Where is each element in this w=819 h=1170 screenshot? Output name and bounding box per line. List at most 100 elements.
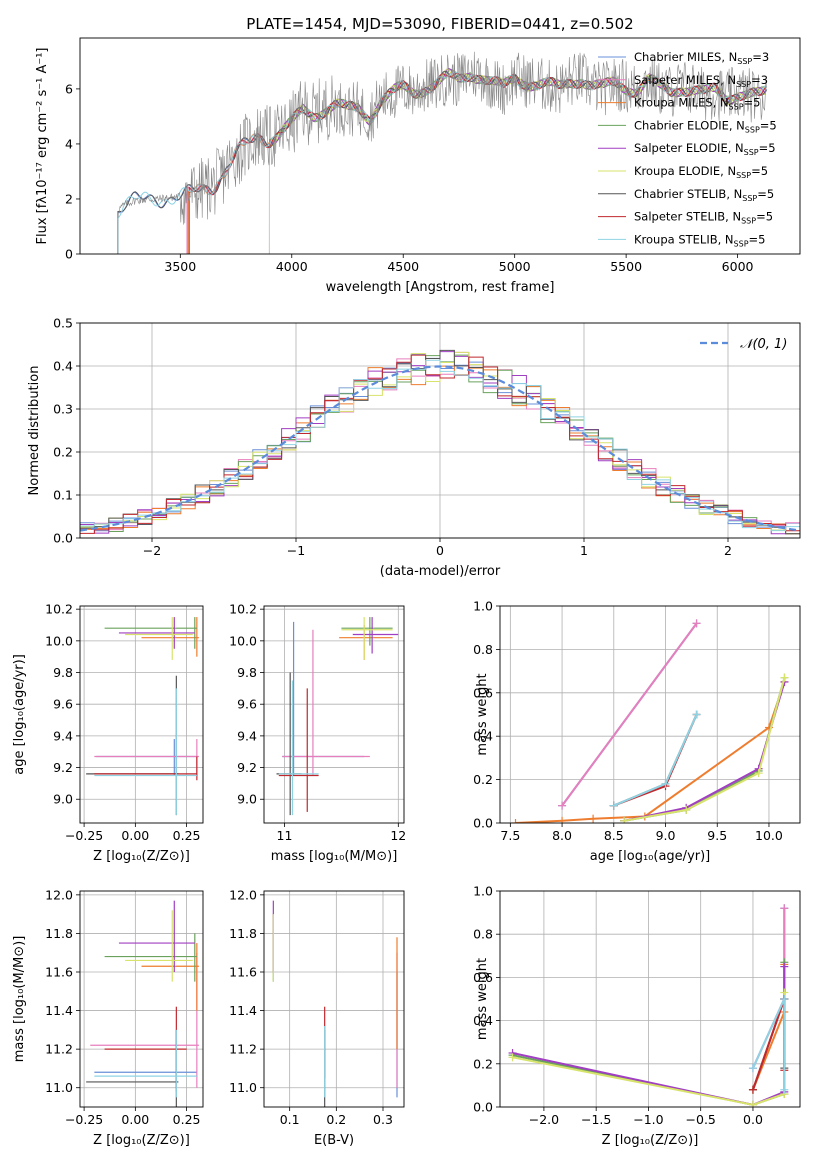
y-axis-label: mass weight	[475, 958, 490, 1040]
y-tick-label: 11.6	[45, 965, 73, 980]
age-mass-panel: 11 12 9.0 9.2 9.4 9.6 9.8 10.0 10.2 mass [log₁₀(M…	[229, 602, 406, 864]
x-tick-label: 0.00	[121, 1112, 149, 1127]
spectrum-panel: 3500 4000 4500 5000 5500 6000 0 2 4 6 wavelength […	[35, 37, 801, 295]
y-tick-label: 0.8	[473, 642, 493, 657]
data-spectrum-line	[117, 51, 767, 254]
y-tick-label: 11.6	[229, 965, 257, 980]
x-axis-label: E(B-V)	[314, 1133, 354, 1148]
y-tick-label: 0.8	[473, 927, 493, 942]
legend-label-main: Chabrier ELODIE, N	[634, 118, 745, 132]
chart-panels: 3500 4000 4500 5000 5500 6000 0 2 4 6 wavelength […	[12, 37, 801, 1148]
legend-label-tail: =5	[759, 141, 776, 155]
legend-label-sub: SSP	[741, 217, 756, 226]
x-tick-label: 4500	[387, 259, 419, 274]
mass-weight-age-plot-area	[511, 619, 789, 823]
weight-line	[515, 681, 786, 823]
x-tick-label: 0	[436, 543, 444, 558]
legend-label: Chabrier MILES, NSSP=3	[634, 50, 769, 66]
legend-label-sub: SSP	[737, 57, 752, 66]
x-tick-label: 10.0	[755, 828, 783, 843]
legend-label-sub: SSP	[744, 148, 759, 157]
mass-metallicity-panel: −0.25 0.00 0.25 11.0 11.2 11.4 11.6 11.8 12.0 Z […	[12, 887, 204, 1148]
legend-label-tail: =5	[751, 164, 768, 178]
legend-label-sub: SSP	[736, 80, 751, 89]
y-tick-label: 9.6	[237, 697, 257, 712]
axes-frame	[263, 890, 405, 1108]
y-tick-label: 0.4	[53, 359, 73, 374]
age-mass-plot-area	[276, 617, 399, 816]
y-tick-label: 1.0	[473, 884, 493, 899]
y-tick-label: 0	[65, 247, 73, 262]
y-tick-label: 10.0	[45, 633, 73, 648]
y-tick-label: 0.2	[473, 1056, 493, 1071]
legend-label-tail: =5	[744, 96, 761, 110]
y-tick-label: 0.2	[473, 772, 493, 787]
x-tick-label: 0.00	[121, 828, 149, 843]
x-axis-label: age [log₁₀(age/yr)]	[590, 849, 711, 864]
y-tick-label: 0.1	[53, 488, 73, 503]
y-tick-label: 11.8	[229, 926, 257, 941]
axes-frame	[79, 37, 801, 255]
x-tick-label: −1.0	[633, 1112, 663, 1127]
x-tick-label: 0.0	[743, 1112, 763, 1127]
legend-label-sub: SSP	[736, 171, 751, 180]
y-tick-label: 0.4	[473, 729, 493, 744]
legend-label-tail: =3	[752, 50, 769, 64]
x-axis-label: wavelength [Angstrom, rest frame]	[326, 280, 555, 295]
legend-label: Salpeter ELODIE, NSSP=5	[634, 141, 776, 157]
y-tick-label: 9.2	[237, 760, 257, 775]
y-tick-label: 9.2	[53, 760, 73, 775]
weight-line	[561, 622, 698, 807]
y-tick-label: 10.2	[229, 602, 257, 617]
residuals-plot-area	[80, 349, 800, 535]
x-tick-label: 8.5	[604, 828, 624, 843]
y-tick-label: 11.2	[45, 1042, 73, 1057]
axes-frame	[79, 890, 204, 1108]
x-axis-label: Z [log₁₀(Z/Z⊙)]	[602, 1133, 699, 1148]
mass-weight-metallicity-plot-area	[508, 904, 789, 1107]
y-tick-label: 6	[65, 81, 73, 96]
x-tick-label: 12	[390, 828, 406, 843]
mass-weight-age-panel: 7.5 8.0 8.5 9.0 9.5 10.0 0.0 0.2 0.4 0.6 0.8 1.0 age…	[473, 599, 801, 864]
y-tick-label: 11.0	[229, 1080, 257, 1095]
y-tick-label: 0.2	[53, 445, 73, 460]
x-tick-label: −0.5	[686, 1112, 716, 1127]
x-axis-label: Z [log₁₀(Z/Z⊙)]	[93, 849, 190, 864]
legend-label-main: Kroupa ELODIE, N	[634, 164, 736, 178]
x-tick-label: −2	[143, 543, 161, 558]
y-tick-label: 1.0	[473, 599, 493, 614]
legend-label-main: Salpeter MILES, N	[634, 73, 736, 87]
legend-label: Chabrier ELODIE, NSSP=5	[634, 118, 777, 134]
legend-label-main: Chabrier STELIB, N	[634, 187, 742, 201]
y-axis-label: Flux [fλ10⁻¹⁷ erg cm⁻² s⁻¹ A⁻¹]	[35, 48, 50, 245]
y-tick-label: 10.2	[45, 602, 73, 617]
x-tick-label: 11	[277, 828, 293, 843]
y-axis-label: mass [log₁₀(M/M⊙)]	[12, 936, 27, 1063]
y-tick-label: 9.8	[53, 665, 73, 680]
x-tick-label: 5500	[610, 259, 642, 274]
y-tick-label: 0.0	[473, 1100, 493, 1115]
legend-label-main: Chabrier MILES, N	[634, 50, 737, 64]
axes-frame	[499, 890, 801, 1108]
x-axis-label: mass [log₁₀(M/M⊙)]	[271, 849, 398, 864]
x-tick-label: 1	[580, 543, 588, 558]
legend-label-tail: =5	[760, 118, 777, 132]
age-metallicity-panel: −0.25 0.00 0.25 9.0 9.2 9.4 9.6 9.8 10.0 10.2 Z [l…	[12, 602, 204, 864]
y-tick-label: 0.3	[53, 402, 73, 417]
y-axis-label: mass weight	[475, 673, 490, 755]
legend-label: Salpeter MILES, NSSP=3	[634, 73, 768, 89]
x-tick-label: −2.0	[529, 1112, 559, 1127]
y-tick-label: 11.2	[229, 1042, 257, 1057]
figure-title: PLATE=1454, MJD=53090, FIBERID=0441, z=0…	[246, 15, 633, 33]
legend-label-tail: =5	[749, 232, 766, 246]
normal-curve	[80, 365, 798, 532]
legend-label-tail: =3	[751, 73, 768, 87]
axes-frame	[79, 605, 204, 824]
spectrum-plot-area	[117, 51, 768, 254]
y-tick-label: 2	[65, 191, 73, 206]
x-tick-label: −1	[287, 543, 305, 558]
x-tick-label: 9.0	[656, 828, 676, 843]
mass-ebv-panel: 0.1 0.2 0.3 11.0 11.2 11.4 11.6 11.8 12.0 E(B-V)	[229, 887, 405, 1148]
